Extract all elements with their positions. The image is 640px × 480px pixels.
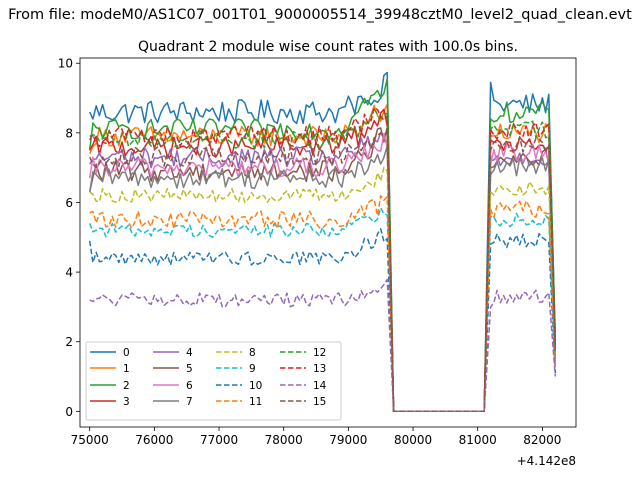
y-tick-label: 2	[65, 335, 73, 349]
legend-label-4: 4	[186, 347, 193, 359]
x-axis: 75000 76000 77000 78000 79000 80000 81000 82000	[71, 427, 561, 447]
x-tick-label: 82000	[523, 433, 561, 447]
legend-label-2: 2	[123, 380, 130, 392]
axes-frame	[79, 57, 577, 428]
legend-label-15: 15	[313, 396, 326, 408]
legend-label-3: 3	[123, 396, 130, 408]
legend-frame	[85, 341, 342, 421]
x-tick-label: 81000	[459, 433, 497, 447]
y-tick-label: 4	[65, 266, 73, 280]
legend-label-13: 13	[313, 363, 326, 375]
series-line-12	[89, 108, 557, 413]
series-line-10	[88, 228, 557, 413]
chart-suptitle: From file: modeM0/AS1C07_001T01_90000055…	[8, 7, 632, 23]
x-tick-label: 80000	[394, 433, 432, 447]
series-line-11	[89, 194, 557, 413]
x-tick-label: 78000	[265, 433, 303, 447]
legend-label-7: 7	[186, 396, 193, 408]
series-line-15	[89, 131, 557, 413]
legend-label-5: 5	[186, 363, 193, 375]
x-tick-label: 76000	[135, 433, 173, 447]
y-tick-label: 8	[65, 126, 73, 140]
y-tick-label: 6	[65, 196, 73, 210]
series-line-14	[89, 278, 557, 413]
legend-label-11: 11	[249, 396, 262, 408]
legend-label-1: 1	[123, 363, 130, 375]
x-tick-label: 77000	[200, 433, 238, 447]
y-axis: 0 2 4 6 8 10	[58, 57, 80, 419]
y-tick-label: 0	[65, 405, 73, 419]
legend-label-0: 0	[123, 347, 130, 359]
chart-title: Quadrant 2 module wise count rates with …	[138, 39, 518, 55]
legend-label-9: 9	[249, 363, 256, 375]
legend-label-10: 10	[249, 380, 262, 392]
x-offset-label: +4.142e8	[517, 454, 576, 468]
legend-label-14: 14	[313, 380, 327, 392]
series-line-0	[89, 71, 557, 413]
legend-label-8: 8	[249, 347, 256, 359]
series-layer	[88, 71, 557, 413]
plot-area: 75000 76000 77000 78000 79000 80000 81000 82000…	[58, 57, 577, 468]
x-tick-label: 75000	[71, 433, 109, 447]
y-tick-label: 10	[58, 57, 73, 71]
series-line-8	[89, 166, 557, 413]
legend-label-6: 6	[186, 380, 193, 392]
x-tick-label: 79000	[329, 433, 367, 447]
legend-label-12: 12	[313, 347, 326, 359]
